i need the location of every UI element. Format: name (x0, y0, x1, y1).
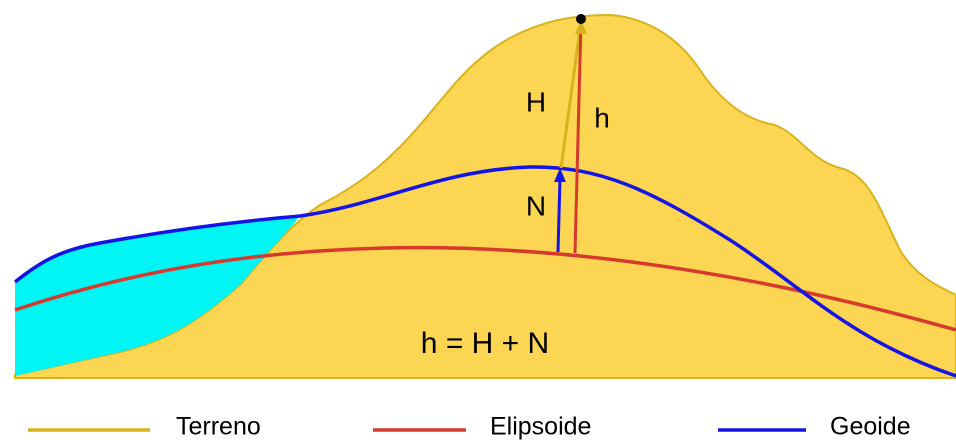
ellipsoidal-height (573, 21, 583, 254)
label-H: H (526, 86, 546, 117)
legend-label: Geoide (830, 413, 911, 441)
geoid-line (13, 165, 956, 378)
label-h: h (594, 102, 610, 133)
legend-label: Elipsoide (490, 413, 591, 441)
legend-label: Terreno (176, 413, 261, 441)
formula: h = H + N (421, 327, 549, 360)
sea (15, 216, 300, 376)
label-N: N (526, 190, 546, 221)
point (576, 14, 586, 24)
arrowhead (554, 168, 566, 182)
geoid-undulation (556, 177, 562, 253)
orthometric-height (559, 21, 583, 169)
arrowhead (575, 20, 587, 34)
terrain (14, 13, 956, 379)
